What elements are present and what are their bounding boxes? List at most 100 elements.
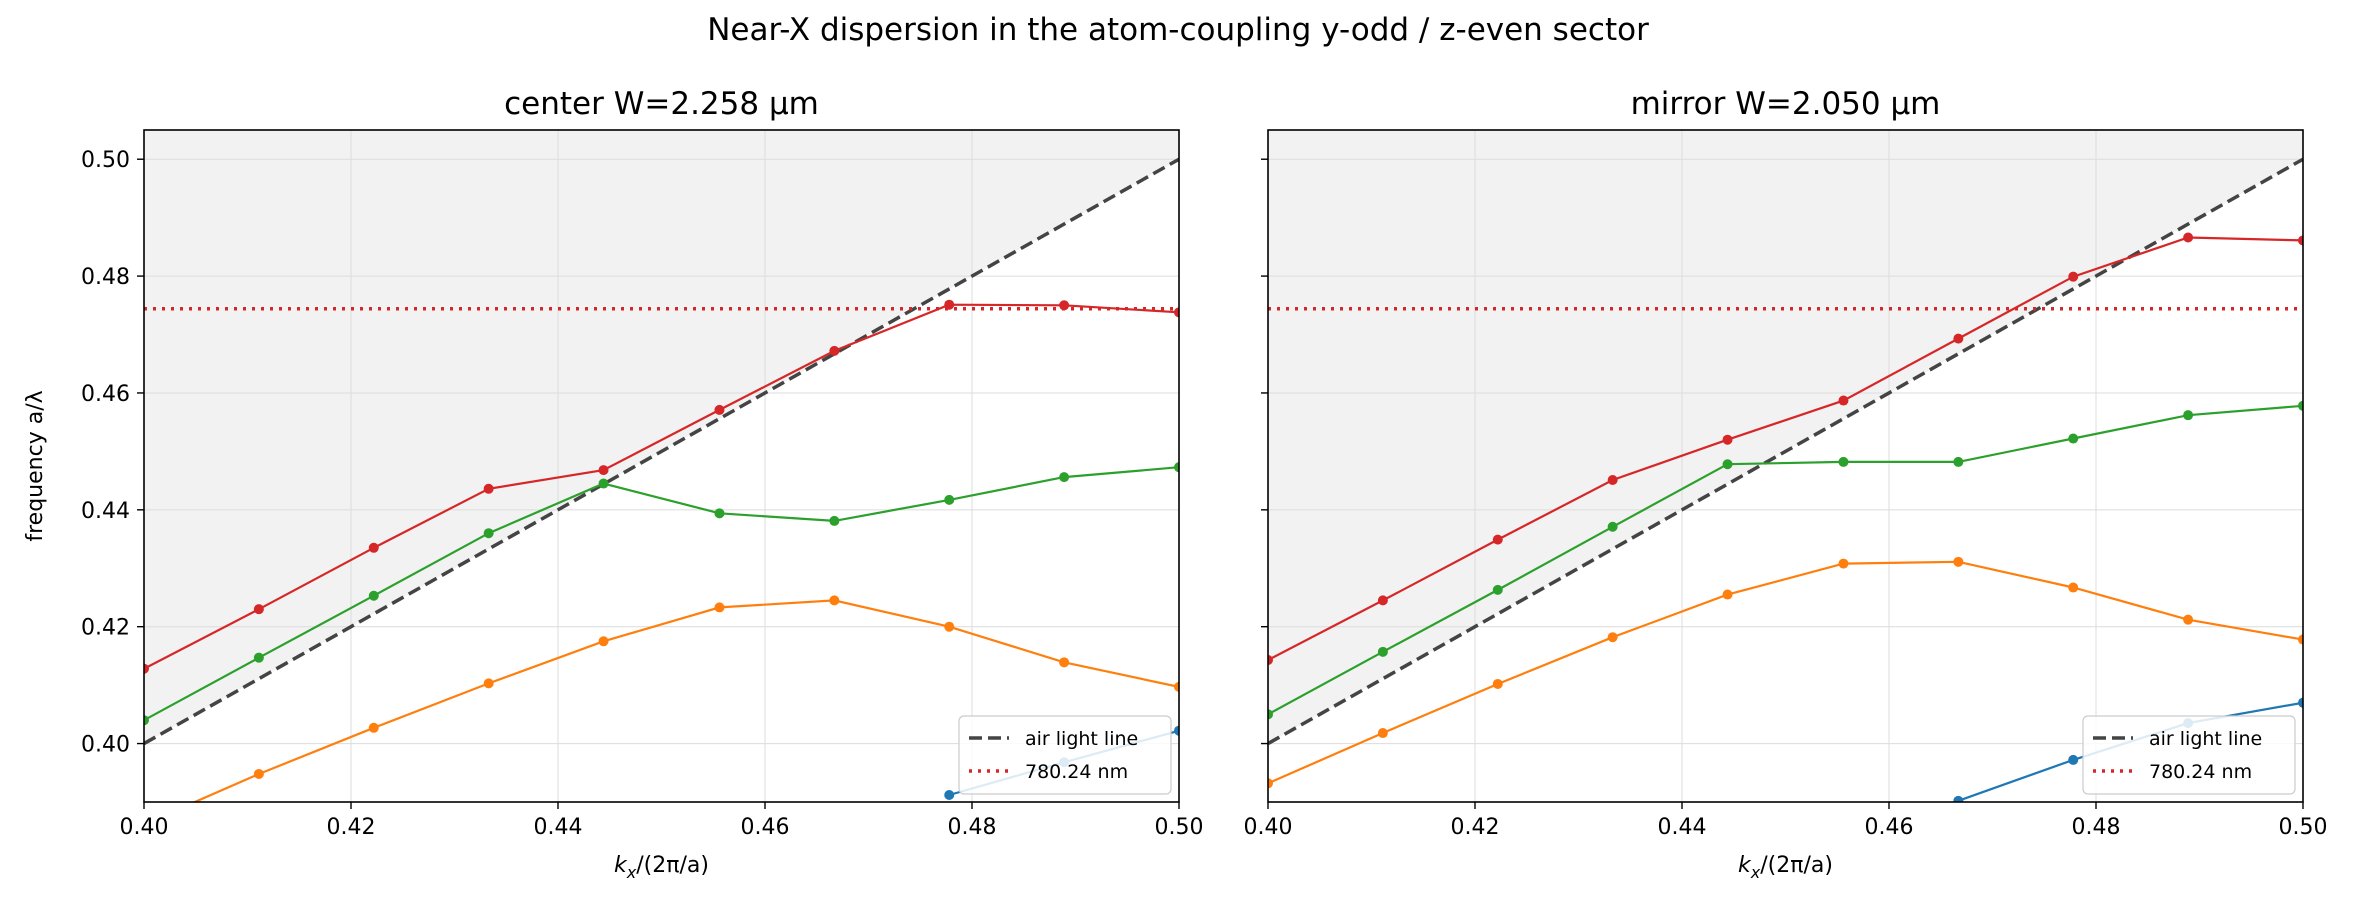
band-point bbox=[144, 663, 149, 674]
band-point bbox=[598, 465, 609, 476]
band-point bbox=[1953, 456, 1964, 467]
band-point bbox=[2298, 235, 2303, 246]
band-point bbox=[144, 715, 149, 726]
band-point bbox=[944, 494, 955, 505]
y-tick-label: 0.48 bbox=[81, 265, 130, 290]
x-tick-label: 0.48 bbox=[2072, 815, 2121, 840]
band-point bbox=[944, 621, 955, 632]
x-tick-label: 0.42 bbox=[1451, 815, 1500, 840]
x-tick-label: 0.42 bbox=[327, 815, 376, 840]
legend: air light line 780.24 nm bbox=[958, 715, 1172, 795]
x-axis-label: kx/(2π/a) bbox=[614, 853, 709, 882]
band-point bbox=[483, 678, 494, 689]
band-point bbox=[598, 478, 609, 489]
band-point bbox=[253, 768, 264, 779]
band-point bbox=[598, 636, 609, 647]
legend-box bbox=[958, 715, 1172, 795]
band-point bbox=[2183, 232, 2194, 243]
band-point bbox=[1722, 589, 1733, 600]
band-point bbox=[714, 602, 725, 613]
band-point bbox=[2298, 697, 2303, 708]
band-point bbox=[368, 722, 379, 733]
band-point bbox=[2298, 400, 2303, 411]
band-point bbox=[1174, 725, 1179, 736]
band-point bbox=[368, 542, 379, 553]
axes-frame bbox=[1267, 129, 2304, 803]
x-tick-label: 0.50 bbox=[2279, 815, 2328, 840]
figure-suptitle: Near-X dispersion in the atom-coupling y… bbox=[707, 12, 1649, 48]
band-point bbox=[2068, 754, 2079, 765]
legend-label: 780.24 nm bbox=[2149, 761, 2252, 783]
band-point bbox=[368, 590, 379, 601]
band-point bbox=[1492, 678, 1503, 689]
band-point bbox=[1838, 456, 1849, 467]
y-tick-label: 0.40 bbox=[81, 733, 130, 758]
panel-title: center W=2.258 µm bbox=[504, 86, 819, 122]
band-point bbox=[1174, 307, 1179, 318]
band-point bbox=[1953, 556, 1964, 567]
y-tick-label: 0.50 bbox=[81, 148, 130, 173]
band-line-2 bbox=[144, 466, 1179, 722]
band-point bbox=[2068, 582, 2079, 593]
band-line-3 bbox=[1268, 236, 2303, 661]
band-line-1 bbox=[192, 599, 1179, 802]
air-light-line bbox=[144, 157, 1179, 746]
band-point bbox=[2298, 634, 2303, 645]
y-tick-label: 0.46 bbox=[81, 382, 130, 407]
band-point bbox=[1059, 657, 1070, 668]
band-point bbox=[1953, 333, 1964, 344]
band-point bbox=[1059, 472, 1070, 483]
x-tick-label: 0.46 bbox=[741, 815, 790, 840]
y-axis-label: frequency a/λ bbox=[23, 390, 48, 541]
band-point bbox=[2068, 271, 2079, 282]
band-point bbox=[1722, 434, 1733, 445]
band-point bbox=[2183, 614, 2194, 625]
x-tick-label: 0.46 bbox=[1865, 815, 1914, 840]
axes-frame bbox=[143, 129, 1180, 803]
band-point bbox=[253, 652, 264, 663]
band-point bbox=[714, 508, 725, 519]
band-point bbox=[1377, 646, 1388, 657]
light-cone-region bbox=[1268, 130, 2303, 744]
band-point bbox=[1722, 459, 1733, 470]
legend-label: 780.24 nm bbox=[1025, 761, 1128, 783]
x-axis-label: kx/(2π/a) bbox=[1738, 853, 1833, 882]
band-line-2 bbox=[1268, 404, 2303, 716]
band-point bbox=[944, 299, 955, 310]
band-point bbox=[944, 789, 955, 800]
band-point bbox=[1607, 632, 1618, 643]
panel-mirror: mirror W=2.050 µm 0.40 0.42 0.44 0.46 0.48 0.5… bbox=[1244, 86, 2328, 882]
band-point bbox=[829, 345, 840, 356]
y-tick-label: 0.42 bbox=[81, 616, 130, 641]
band-point bbox=[1174, 462, 1179, 473]
legend-box bbox=[2082, 715, 2296, 795]
band-point bbox=[2068, 433, 2079, 444]
band-point bbox=[2183, 410, 2194, 421]
band-point bbox=[1607, 475, 1618, 486]
x-tick-label: 0.40 bbox=[120, 815, 169, 840]
band-point bbox=[1377, 728, 1388, 739]
x-tick-label: 0.48 bbox=[948, 815, 997, 840]
legend: air light line 780.24 nm bbox=[2082, 715, 2296, 795]
band-point bbox=[1492, 534, 1503, 545]
band-point bbox=[829, 515, 840, 526]
band-point bbox=[483, 483, 494, 494]
panel-center: center W=2.258 µm 0.40 0.42 0.44 0.46 0.48 0.5… bbox=[23, 86, 1203, 882]
y-tick-label: 0.44 bbox=[81, 499, 130, 524]
x-tick-label: 0.44 bbox=[1658, 815, 1707, 840]
band-point bbox=[1377, 595, 1388, 606]
band-line-3 bbox=[144, 303, 1179, 670]
band-point bbox=[1607, 521, 1618, 532]
band-point bbox=[714, 404, 725, 415]
band-point bbox=[1838, 558, 1849, 569]
panel-title: mirror W=2.050 µm bbox=[1631, 86, 1941, 122]
legend-label: air light line bbox=[2149, 728, 2262, 750]
band-point bbox=[1174, 681, 1179, 692]
band-point bbox=[1268, 709, 1273, 720]
band-point bbox=[1268, 655, 1273, 666]
x-tick-label: 0.40 bbox=[1244, 815, 1293, 840]
band-point bbox=[1268, 778, 1273, 789]
legend-label: air light line bbox=[1025, 728, 1138, 750]
band-point bbox=[253, 604, 264, 615]
